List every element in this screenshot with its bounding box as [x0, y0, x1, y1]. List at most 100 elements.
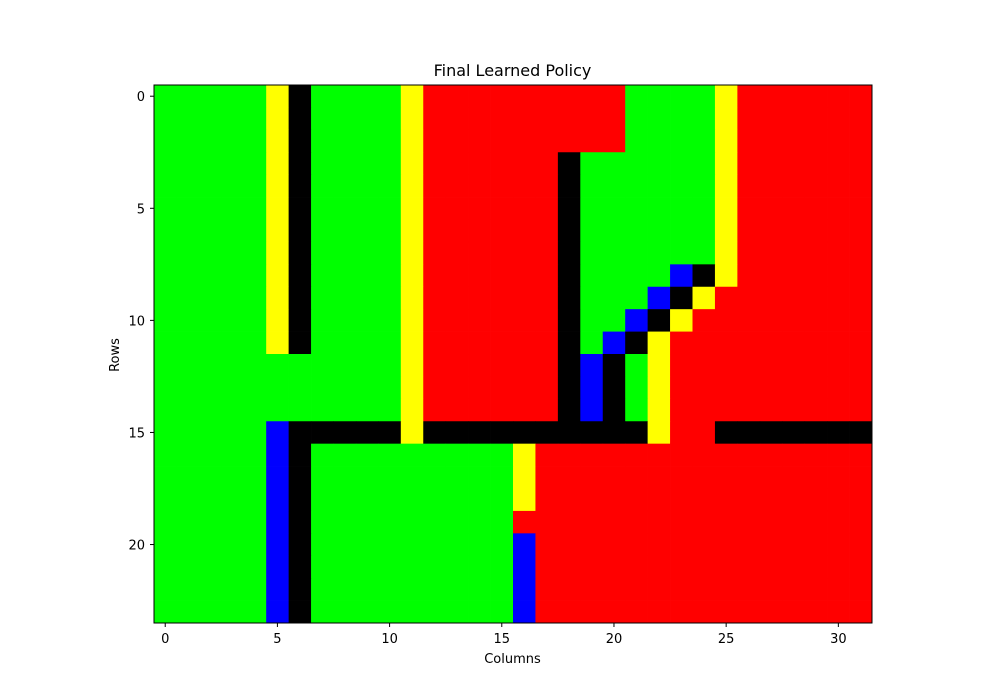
heatmap-cell — [580, 309, 604, 332]
heatmap-cell — [714, 421, 738, 445]
heatmap-cell — [243, 398, 267, 422]
y-tick-label: 0 — [137, 90, 145, 105]
heatmap-cell — [580, 443, 604, 467]
heatmap-cell — [288, 241, 312, 265]
heatmap-cell — [535, 578, 559, 601]
heatmap-cell — [445, 600, 469, 624]
heatmap-cell — [714, 85, 738, 108]
heatmap-cell — [692, 286, 716, 310]
heatmap-cell — [221, 510, 245, 534]
heatmap-cell — [602, 241, 626, 265]
heatmap-cell — [714, 174, 738, 198]
heatmap-cell — [557, 331, 581, 355]
chart-title: Final Learned Policy — [434, 61, 592, 80]
heatmap-cell — [557, 152, 581, 176]
heatmap-cell — [154, 376, 177, 400]
heatmap-cell — [266, 286, 289, 310]
heatmap-cell — [490, 107, 514, 131]
heatmap-cell — [827, 286, 850, 310]
heatmap-cell — [513, 85, 536, 108]
heatmap-cell — [535, 286, 559, 310]
heatmap-cell — [737, 600, 761, 624]
heatmap-cell — [625, 376, 648, 400]
heatmap-cell — [490, 421, 514, 445]
heatmap-cell — [602, 107, 626, 131]
heatmap-cell — [647, 129, 671, 153]
heatmap-cell — [827, 241, 850, 265]
heatmap-cell — [288, 309, 312, 332]
heatmap-cell — [737, 376, 761, 400]
heatmap-cell — [198, 129, 222, 153]
heatmap-cell — [378, 533, 402, 557]
heatmap-cell — [535, 533, 559, 557]
heatmap-cell — [176, 241, 200, 265]
heatmap-cell — [557, 85, 581, 108]
heatmap-cell — [827, 510, 850, 534]
heatmap-cell — [468, 421, 491, 445]
heatmap-cell — [827, 85, 850, 108]
heatmap-cell — [557, 443, 581, 467]
heatmap-cell — [647, 578, 671, 601]
heatmap-cell — [355, 354, 379, 377]
heatmap-cell — [154, 152, 177, 176]
heatmap-cell — [333, 510, 357, 534]
heatmap-cell — [602, 421, 626, 445]
heatmap-cell — [355, 219, 379, 243]
heatmap-cell — [333, 331, 357, 355]
heatmap-cell — [176, 85, 200, 108]
heatmap-cell — [670, 264, 693, 288]
heatmap-cell — [400, 398, 424, 422]
heatmap-cell — [423, 510, 447, 534]
heatmap-cell — [670, 443, 693, 467]
heatmap-cell — [827, 376, 850, 400]
heatmap-cell — [759, 107, 783, 131]
heatmap-cell — [647, 600, 671, 624]
heatmap-cell — [535, 600, 559, 624]
heatmap-cell — [445, 443, 469, 467]
heatmap-cell — [759, 510, 783, 534]
heatmap-cell — [759, 376, 783, 400]
heatmap-cell — [647, 241, 671, 265]
heatmap-cell — [804, 107, 828, 131]
heatmap-cell — [714, 241, 738, 265]
heatmap-cell — [266, 197, 289, 220]
heatmap-cell — [513, 466, 536, 489]
heatmap-cell — [176, 197, 200, 220]
heatmap-cell — [445, 286, 469, 310]
heatmap-cell — [490, 443, 514, 467]
heatmap-cell — [535, 309, 559, 332]
x-tick-label: 10 — [381, 632, 398, 647]
heatmap-cell — [400, 578, 424, 601]
heatmap-cell — [378, 241, 402, 265]
heatmap-cell — [759, 309, 783, 332]
heatmap-cell — [849, 85, 873, 108]
heatmap-cell — [423, 309, 447, 332]
heatmap-cell — [400, 286, 424, 310]
heatmap-cell — [759, 488, 783, 512]
heatmap-cell — [311, 376, 334, 400]
heatmap-cell — [333, 421, 357, 445]
heatmap-cell — [557, 197, 581, 220]
heatmap-cell — [580, 219, 604, 243]
heatmap-cell — [266, 466, 289, 489]
heatmap-cell — [625, 129, 648, 153]
heatmap-cell — [692, 264, 716, 288]
heatmap-cell — [737, 152, 761, 176]
heatmap-cell — [468, 600, 491, 624]
heatmap-cell — [198, 309, 222, 332]
heatmap-cell — [378, 443, 402, 467]
heatmap-cell — [243, 264, 267, 288]
heatmap-cell — [221, 443, 245, 467]
heatmap-cell — [670, 219, 693, 243]
heatmap-cell — [378, 555, 402, 579]
heatmap-cell — [154, 85, 177, 108]
heatmap-cell — [759, 600, 783, 624]
heatmap-cell — [647, 421, 671, 445]
heatmap-cell — [849, 129, 873, 153]
heatmap-cell — [670, 197, 693, 220]
heatmap-cell — [154, 219, 177, 243]
heatmap-cell — [692, 241, 716, 265]
heatmap-cell — [468, 510, 491, 534]
heatmap-cell — [333, 376, 357, 400]
heatmap-cell — [602, 600, 626, 624]
